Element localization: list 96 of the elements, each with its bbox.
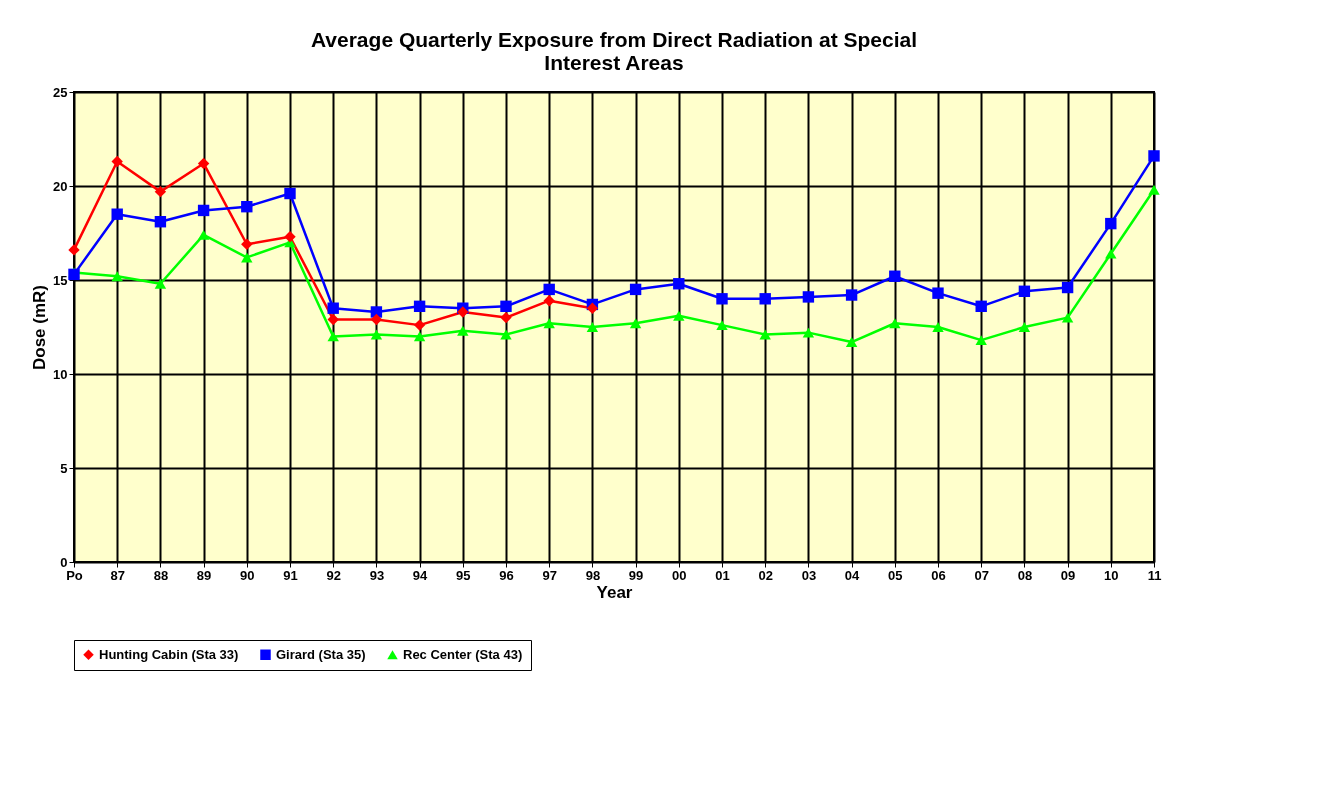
x-tick-label: 88 xyxy=(153,567,169,583)
x-tick-label: 94 xyxy=(412,567,429,583)
point xyxy=(154,216,167,228)
x-tick-label: 00 xyxy=(672,567,687,583)
x-tick-label: 06 xyxy=(931,567,946,583)
x-tick-label: 89 xyxy=(196,567,212,583)
x-tick-label: 92 xyxy=(326,567,341,583)
point xyxy=(629,283,642,296)
point xyxy=(543,318,555,329)
point xyxy=(197,229,210,240)
chart-title: Average Quarterly Exposure from Direct Radiation at Special Interest Areas xyxy=(310,28,918,74)
point xyxy=(889,270,901,282)
point xyxy=(370,313,383,326)
point xyxy=(975,335,987,346)
point xyxy=(932,287,944,299)
x-tick-label: 03 xyxy=(801,567,817,583)
point xyxy=(629,318,642,329)
point xyxy=(1148,150,1160,162)
point xyxy=(586,322,599,332)
y-tick-label: 20 xyxy=(53,178,68,194)
x-tick-label: 97 xyxy=(542,567,557,583)
point xyxy=(673,278,685,290)
legend-label: Hunting Cabin (Sta 33) xyxy=(99,646,239,662)
point xyxy=(500,329,512,340)
point xyxy=(154,185,167,198)
x-tick-label: Po xyxy=(66,567,83,583)
x-tick-label: 11 xyxy=(1147,567,1162,583)
point xyxy=(111,208,123,220)
x-tick-label: 95 xyxy=(456,567,471,583)
point xyxy=(1148,184,1160,195)
point xyxy=(327,302,339,314)
point xyxy=(845,289,858,301)
point xyxy=(111,271,123,282)
point xyxy=(370,329,383,340)
x-tick-label: 07 xyxy=(974,567,989,583)
x-tick-label: 01 xyxy=(715,567,730,583)
point xyxy=(543,283,555,296)
x-tick-label: 98 xyxy=(585,567,601,583)
point xyxy=(413,319,426,331)
point xyxy=(111,155,123,168)
point xyxy=(241,252,253,263)
point xyxy=(1018,285,1031,297)
x-tick-label: 04 xyxy=(844,567,861,583)
point xyxy=(413,331,426,342)
x-tick-label: 09 xyxy=(1060,567,1076,583)
x-axis-title: Year xyxy=(596,582,633,602)
point xyxy=(284,231,296,243)
point xyxy=(932,322,944,332)
point xyxy=(68,244,80,256)
point xyxy=(673,310,685,321)
point xyxy=(802,291,815,303)
point xyxy=(543,294,555,307)
point xyxy=(1061,281,1074,294)
legend-label: Girard (Sta 35) xyxy=(276,646,366,662)
x-tick-label: 93 xyxy=(369,567,385,583)
point xyxy=(500,300,512,313)
x-tick-label: 02 xyxy=(758,567,773,583)
x-tick-label: 05 xyxy=(888,567,903,583)
point xyxy=(586,302,599,314)
point xyxy=(241,200,253,213)
point xyxy=(284,187,296,200)
point xyxy=(1061,312,1074,323)
point xyxy=(197,157,210,170)
point xyxy=(975,300,987,313)
point xyxy=(327,331,339,342)
legend-label: Rec Center (Sta 43) xyxy=(403,646,523,662)
y-tick-label: 5 xyxy=(60,460,68,476)
x-tick-label: 10 xyxy=(1104,567,1119,583)
point xyxy=(759,293,771,305)
y-tick-label: 0 xyxy=(60,554,68,570)
x-tick-label: 08 xyxy=(1017,567,1033,583)
point xyxy=(457,325,469,336)
y-tick-label: 25 xyxy=(53,84,68,100)
point xyxy=(327,313,339,326)
y-tick-label: 15 xyxy=(53,272,68,288)
x-tick-label: 99 xyxy=(628,567,644,583)
point xyxy=(154,278,167,289)
point xyxy=(1018,322,1031,332)
point xyxy=(889,318,901,329)
x-tick-label: 90 xyxy=(240,567,255,583)
point xyxy=(197,204,210,217)
point xyxy=(413,300,426,313)
point xyxy=(802,327,815,338)
point xyxy=(845,337,858,347)
point xyxy=(457,306,469,318)
point xyxy=(716,293,728,305)
y-tick-label: 10 xyxy=(53,366,68,382)
point xyxy=(716,320,728,331)
point xyxy=(241,238,253,250)
point xyxy=(1105,248,1117,259)
y-axis-title: Dose (mR) xyxy=(30,284,50,371)
x-tick-label: 91 xyxy=(283,567,298,583)
point xyxy=(1105,217,1117,230)
point xyxy=(500,311,512,324)
x-tick-label: 96 xyxy=(499,567,514,583)
x-tick-label: 87 xyxy=(110,567,125,583)
